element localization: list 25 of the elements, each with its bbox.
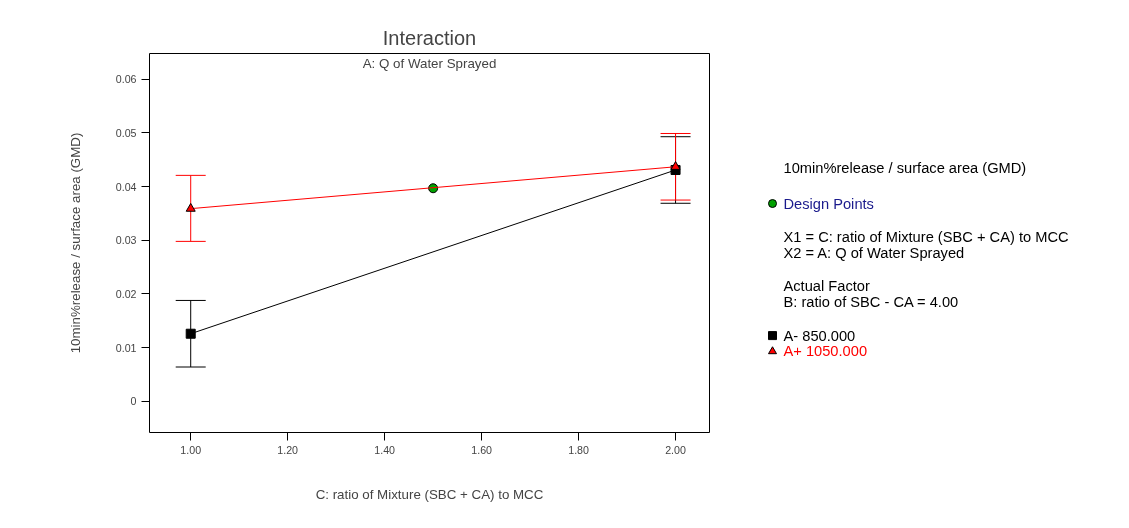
legend-label: Design Points <box>783 195 874 212</box>
chart-subtitle: A: Q of Water Sprayed <box>362 55 497 71</box>
text: 10min%release / surface area (GMD) <box>783 159 1027 176</box>
y-tick-label: 0.04 <box>115 180 137 193</box>
text: Actual Factor <box>783 278 870 295</box>
y-tick-label: 0 <box>130 395 137 408</box>
text: B: ratio of SBC - CA = 4.00 <box>783 293 959 310</box>
legend-label: A- 850.000 <box>783 327 856 344</box>
x-tick-label: 1.60 <box>471 443 493 456</box>
text: X1 = C: ratio of Mixture (SBC + CA) to MCC <box>783 229 1069 246</box>
x-tick-label: 1.00 <box>180 443 202 456</box>
x-tick-label: 1.80 <box>568 443 590 456</box>
x-tick-label: 1.20 <box>277 443 299 456</box>
x-tick-label: 2.00 <box>665 443 686 456</box>
chart-title: Interaction <box>382 26 477 49</box>
y-axis-title: 10min%release / surface area (GMD) <box>67 132 83 354</box>
text: X2 = A: Q of Water Sprayed <box>783 245 965 262</box>
y-tick-label: 0.05 <box>115 126 137 139</box>
y-tick-label: 0.01 <box>115 341 137 354</box>
legend-label: A+ 1050.000 <box>783 343 868 360</box>
y-tick-label: 0.06 <box>115 73 137 86</box>
y-tick-label: 0.02 <box>115 288 137 300</box>
x-tick-label: 1.40 <box>374 443 396 456</box>
y-tick-label: 0.03 <box>115 234 137 247</box>
x-axis-title: C: ratio of Mixture (SBC + CA) to MCC <box>315 486 544 502</box>
